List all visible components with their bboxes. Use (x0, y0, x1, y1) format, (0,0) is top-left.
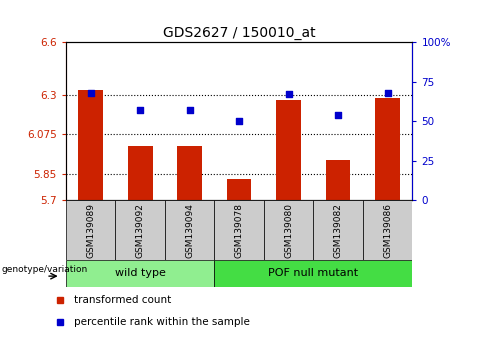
Point (384, 90, 391, 96)
Bar (375, 98, 400, 200)
Point (285, 92, 292, 97)
Text: GSM139086: GSM139086 (383, 202, 392, 258)
Bar (128, 146, 153, 200)
Text: GSM139092: GSM139092 (136, 202, 144, 258)
Bar (363, 200, 412, 260)
Bar (66, 200, 115, 260)
Text: transformed count: transformed count (75, 295, 172, 305)
Point (334, 112, 342, 118)
Bar (227, 179, 251, 200)
Bar (313, 200, 363, 260)
Point (136, 107, 144, 113)
Bar (66, 260, 214, 287)
Bar (165, 200, 214, 260)
Text: GSM139080: GSM139080 (284, 202, 293, 258)
Point (87, 90, 95, 96)
Text: GSM139082: GSM139082 (334, 202, 343, 258)
Bar (177, 146, 202, 200)
Bar (214, 200, 264, 260)
Bar (214, 260, 412, 287)
Point (186, 107, 194, 113)
Title: GDS2627 / 150010_at: GDS2627 / 150010_at (163, 26, 315, 40)
Bar (326, 160, 350, 200)
Bar (115, 200, 165, 260)
Point (235, 118, 243, 124)
Text: wild type: wild type (115, 268, 165, 279)
Text: GSM139078: GSM139078 (235, 202, 244, 258)
Text: POF null mutant: POF null mutant (268, 268, 358, 279)
Bar (264, 200, 313, 260)
Text: GSM139089: GSM139089 (86, 202, 95, 258)
Text: percentile rank within the sample: percentile rank within the sample (75, 317, 250, 327)
Text: GSM139094: GSM139094 (185, 202, 194, 258)
Bar (78, 90, 103, 200)
Text: genotype/variation: genotype/variation (1, 265, 87, 274)
Bar (276, 100, 301, 200)
